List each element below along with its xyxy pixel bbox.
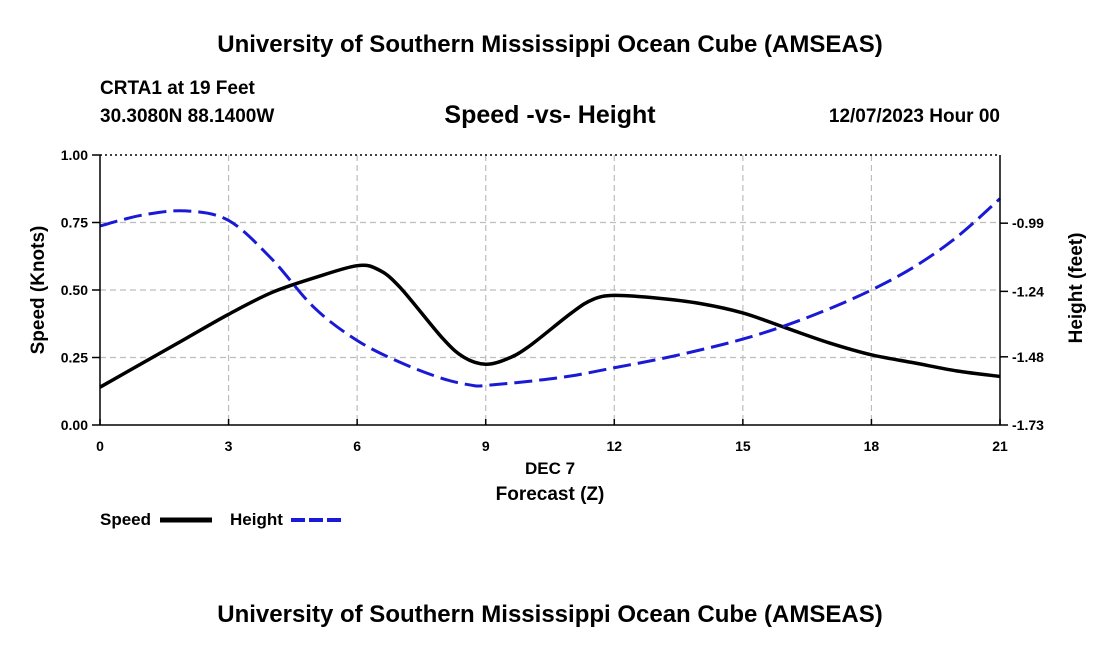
- x-tick-label: 12: [606, 438, 622, 454]
- y-tick-label: 0.75: [61, 215, 88, 231]
- station-label: CRTA1 at 19 Feet: [100, 78, 255, 99]
- speed-series-line: [99, 263, 1001, 389]
- station-coords: 30.3080N 88.1400W: [100, 106, 275, 127]
- y-right-tick-label: -0.99: [1012, 215, 1044, 231]
- x-tick-label: 6: [353, 438, 361, 454]
- chart-title: University of Southern Mississippi Ocean…: [217, 31, 883, 58]
- x-tick-label: 3: [225, 438, 233, 454]
- legend-height-label: Height: [230, 510, 283, 529]
- y-axis-title: Speed (Knots): [28, 226, 49, 355]
- x-tick-label: 9: [482, 438, 490, 454]
- y-tick-label: 0.25: [61, 350, 88, 366]
- y-right-axis-title: Height (feet): [1066, 233, 1087, 344]
- x-axis-title: Forecast (Z): [496, 484, 605, 505]
- forecast-date: 12/07/2023 Hour 00: [828, 106, 1000, 127]
- height-series-line: [99, 197, 1001, 388]
- y-tick-label: 0.50: [61, 282, 88, 298]
- footer-title: University of Southern Mississippi Ocean…: [217, 601, 883, 628]
- y-tick-label: 0.00: [61, 417, 88, 433]
- y-tick-label: 1.00: [61, 147, 88, 163]
- y-right-tick-label: -1.48: [1012, 349, 1044, 365]
- x-tick-label: 18: [864, 438, 880, 454]
- x-tick-label: 0: [96, 438, 104, 454]
- chart-subtitle: Speed -vs- Height: [444, 101, 656, 129]
- x-tick-label: 21: [992, 438, 1008, 454]
- y-right-tick-label: -1.24: [1012, 283, 1044, 299]
- y-right-tick-label: -1.73: [1012, 417, 1044, 433]
- legend-speed-label: Speed: [100, 510, 151, 529]
- x-tick-label: 15: [735, 438, 751, 454]
- x-axis-date-label: DEC 7: [525, 459, 575, 478]
